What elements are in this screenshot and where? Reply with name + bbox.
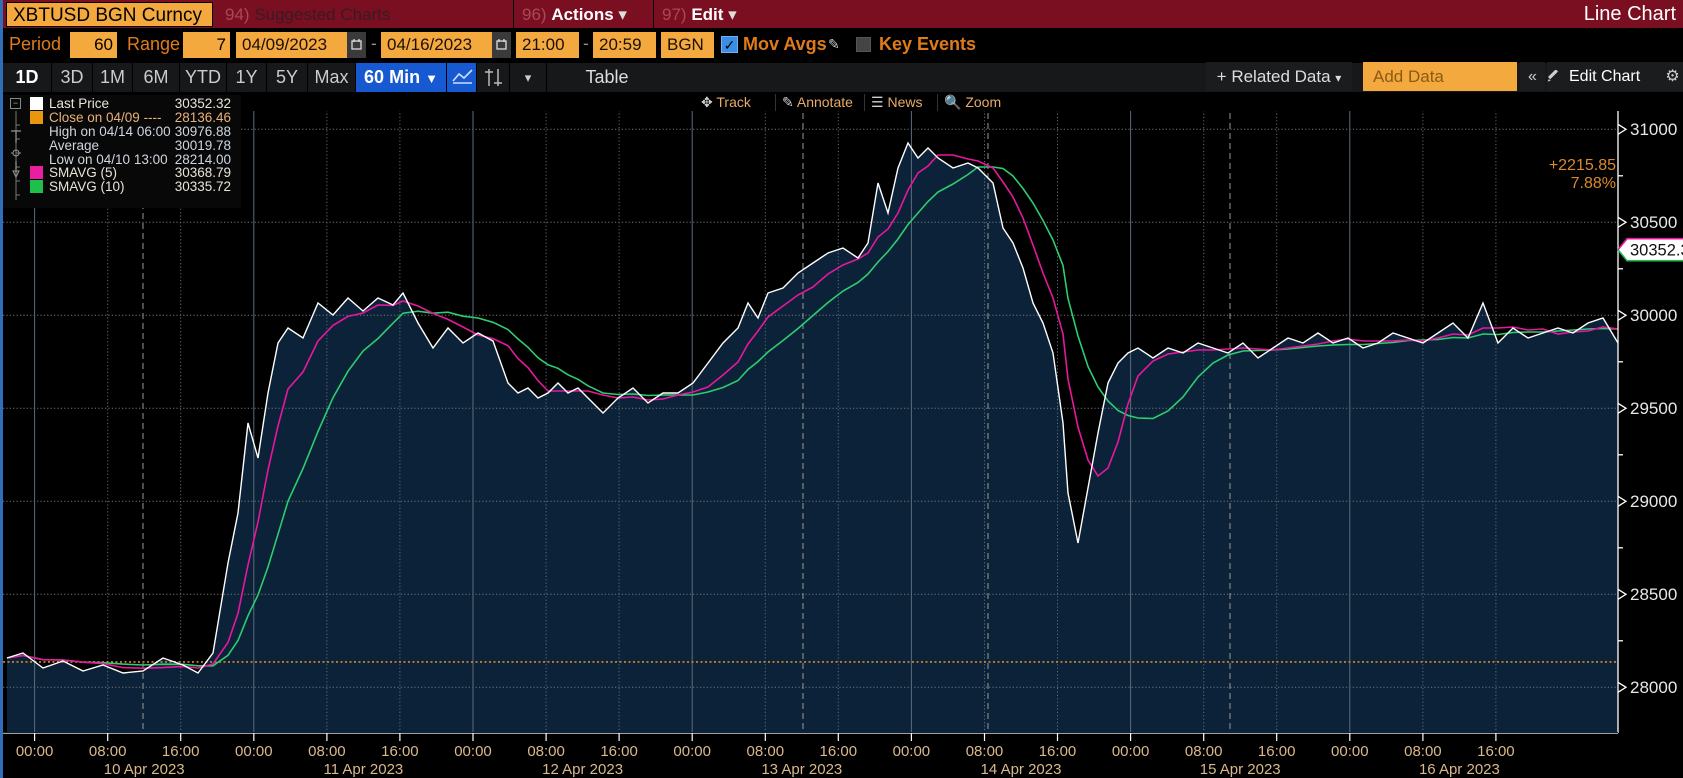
svg-text:30352.32: 30352.32 — [1630, 242, 1683, 260]
svg-text:30000: 30000 — [1630, 306, 1677, 325]
svg-text:28000: 28000 — [1630, 678, 1677, 697]
svg-text:31000: 31000 — [1630, 120, 1677, 139]
svg-text:29000: 29000 — [1630, 492, 1677, 511]
svg-text:30500: 30500 — [1630, 213, 1677, 232]
svg-text:29500: 29500 — [1630, 399, 1677, 418]
svg-text:28500: 28500 — [1630, 585, 1677, 604]
